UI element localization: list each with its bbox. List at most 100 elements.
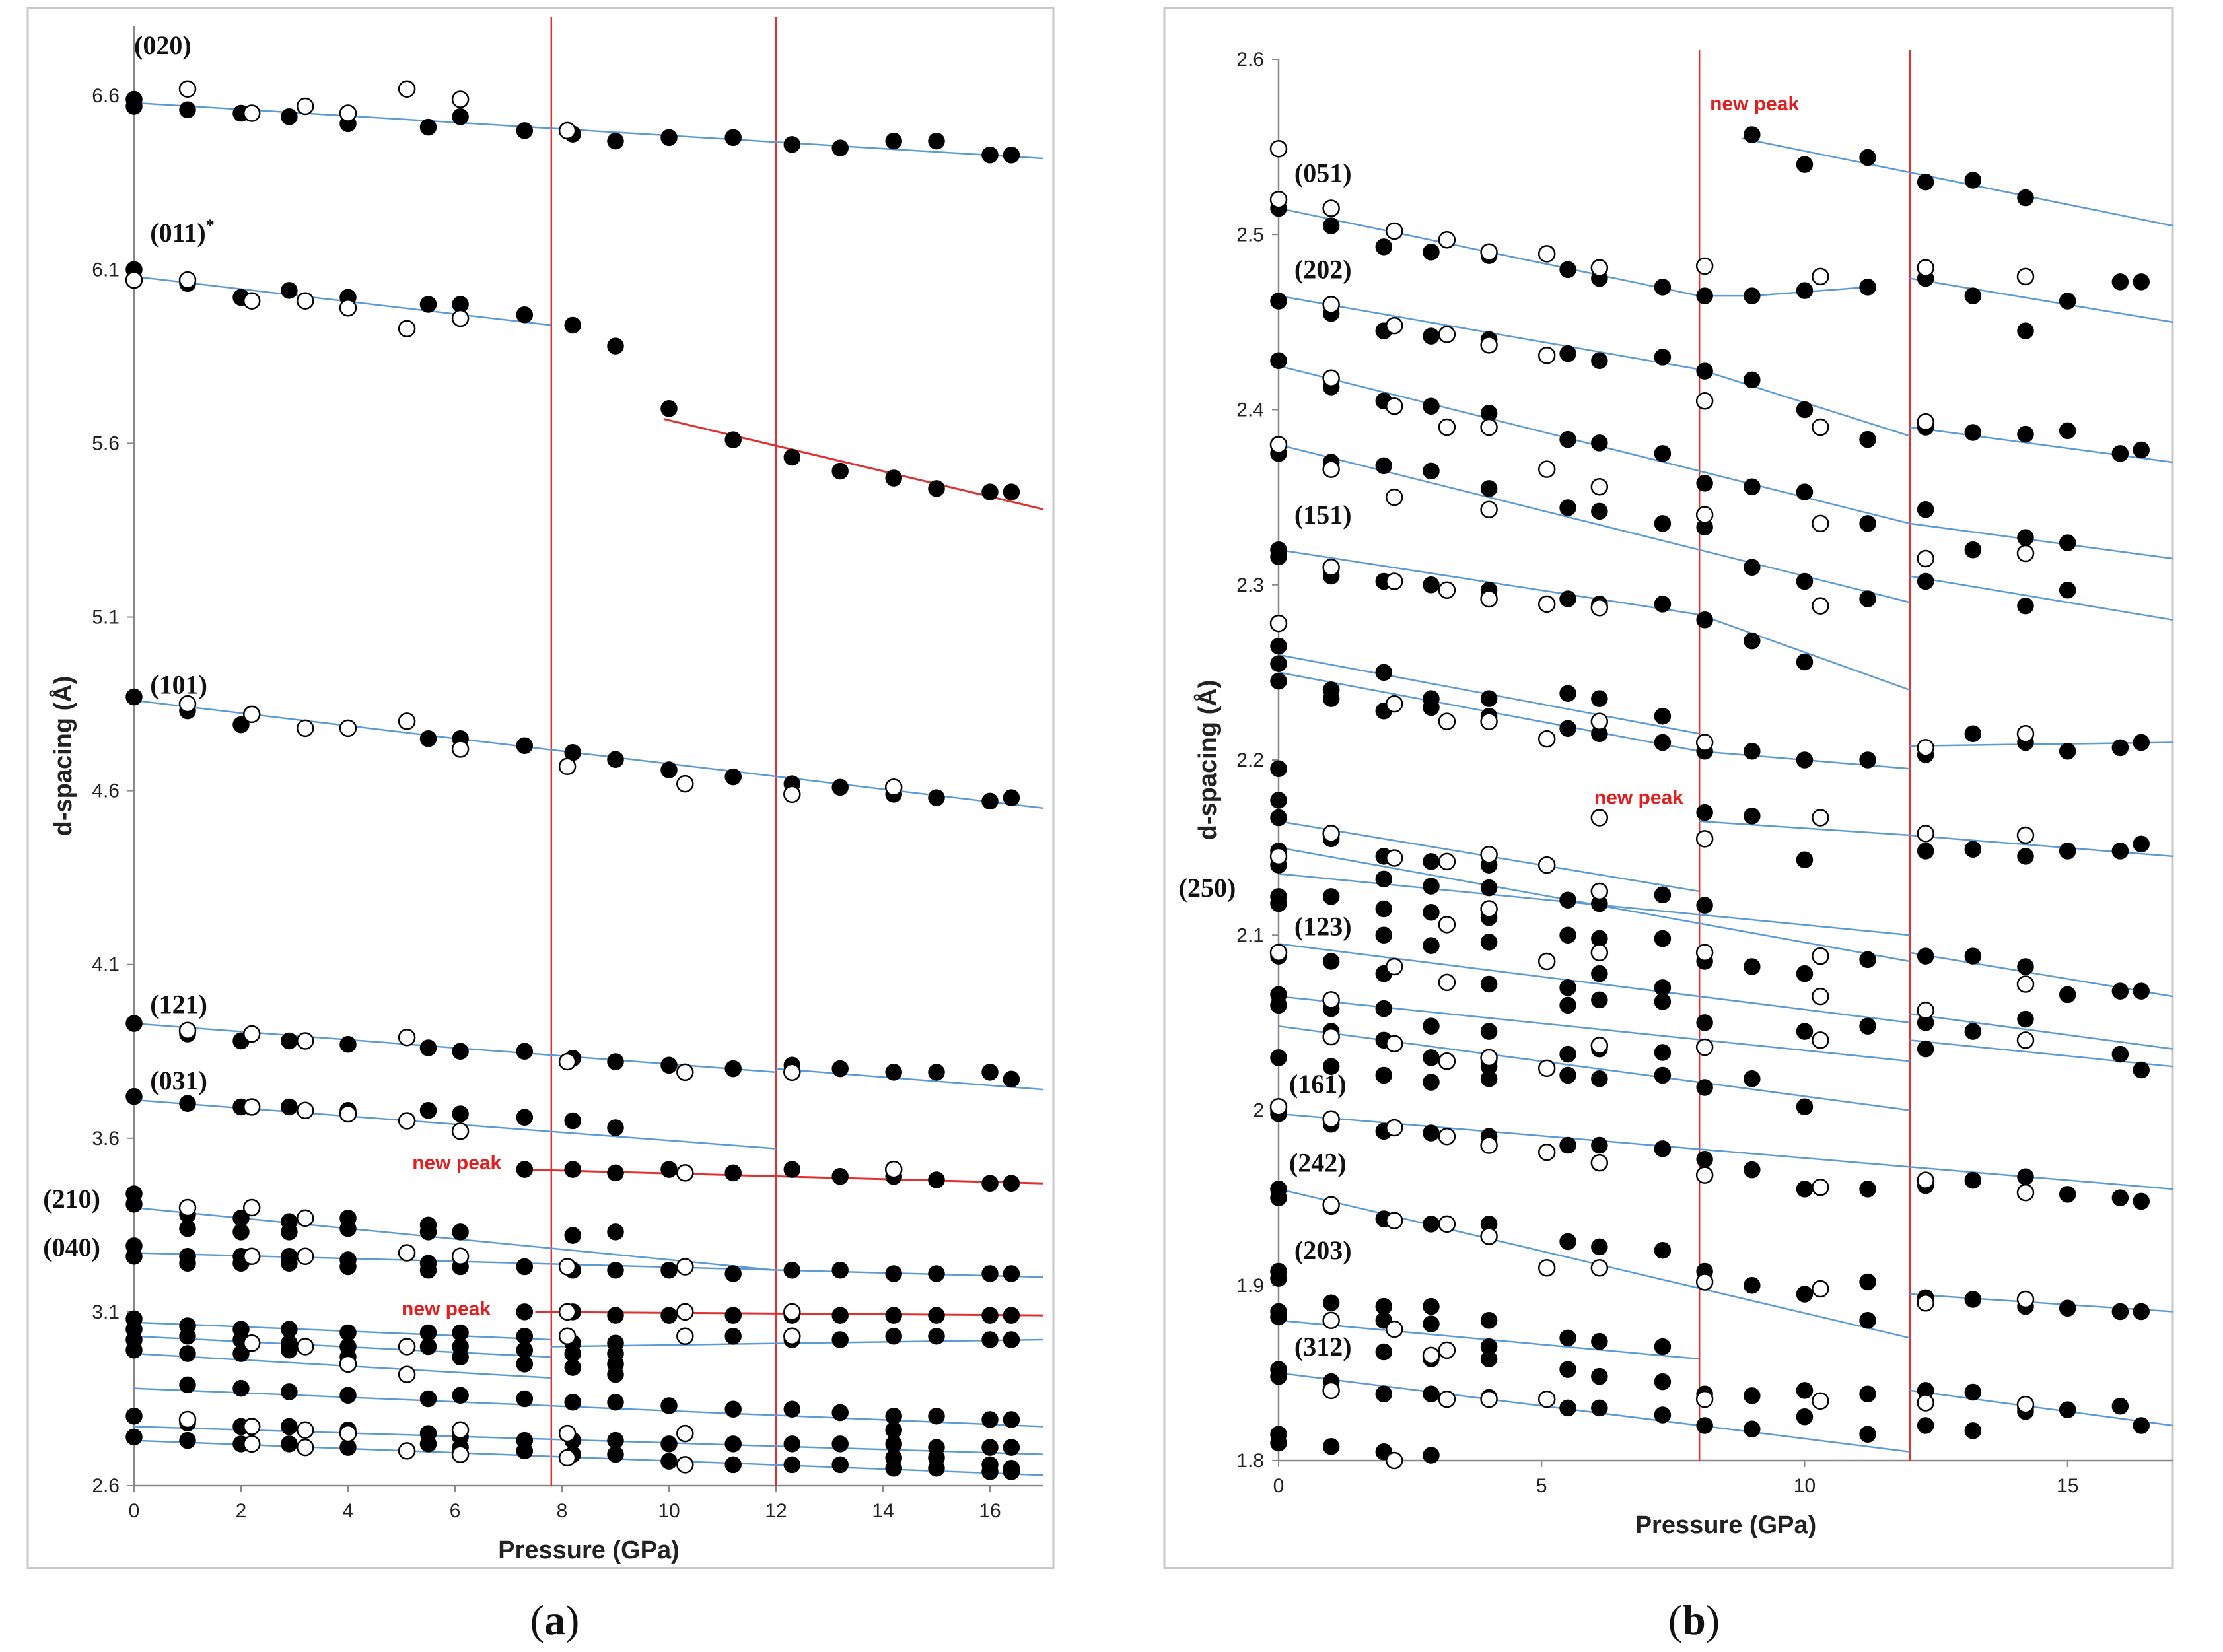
data-point-filled (1423, 699, 1440, 716)
data-point-filled (2017, 1168, 2034, 1186)
data-point-filled (452, 108, 469, 125)
data-point-filled (783, 1400, 801, 1418)
data-point-filled (1322, 1294, 1340, 1312)
data-point-open (1812, 418, 1829, 436)
data-point-filled (179, 1220, 196, 1237)
data-point-filled (516, 1258, 534, 1276)
data-point-filled (339, 1387, 357, 1404)
data-point-filled (452, 1105, 469, 1122)
data-point-open (1480, 845, 1498, 864)
fit-line (1699, 820, 1910, 837)
data-point-filled (1003, 483, 1020, 500)
data-point-filled (179, 1255, 196, 1272)
data-point-filled (1375, 457, 1393, 475)
data-point-open (1590, 1153, 1609, 1172)
fit-line-new-phase (519, 1168, 1044, 1185)
data-point-open (1385, 1451, 1403, 1470)
data-point-filled (1696, 1417, 1713, 1434)
data-point-open (1590, 882, 1609, 901)
data-point-filled (783, 448, 801, 466)
data-point-filled (1859, 751, 1876, 769)
data-point-filled (1744, 1277, 1761, 1294)
data-point-filled (125, 1087, 143, 1105)
data-point-open (1537, 595, 1556, 613)
data-point-filled (607, 751, 624, 769)
data-point-open (1269, 944, 1288, 962)
reflection-label: (101) (150, 670, 207, 699)
data-point-filled (125, 688, 143, 706)
data-point-filled (607, 1307, 624, 1324)
data-point-filled (607, 1365, 624, 1383)
data-point-open (296, 719, 314, 738)
data-point-filled (1559, 345, 1576, 362)
data-point-open (1812, 1178, 1829, 1196)
data-point-filled (1859, 1385, 1876, 1402)
data-point-open (1917, 739, 1934, 757)
series-filled (125, 90, 1020, 1480)
data-point-filled (1003, 1331, 1020, 1348)
data-point-filled (885, 1307, 902, 1324)
data-point-filled (928, 789, 945, 806)
data-point-filled (783, 1435, 801, 1453)
data-point-filled (1796, 1408, 1814, 1426)
data-point-filled (1859, 951, 1876, 969)
fit-line (775, 1068, 1044, 1091)
data-point-filled (1423, 1447, 1440, 1464)
data-point-open (1385, 1035, 1403, 1052)
data-point-filled (981, 146, 999, 164)
data-point-filled (1559, 1066, 1576, 1084)
data-point-filled (419, 1435, 437, 1453)
data-point-filled (1559, 1233, 1576, 1251)
data-point-open (242, 1098, 261, 1116)
data-point-filled (885, 469, 902, 487)
data-point-open (296, 1209, 314, 1227)
fit-line (1909, 1039, 2173, 1068)
data-point-open (1438, 1128, 1456, 1146)
reflection-label: (020) (134, 30, 192, 60)
data-point-filled (1322, 1438, 1340, 1455)
data-point-open (558, 1303, 577, 1321)
data-point-open (2016, 724, 2035, 743)
new-peak-annotation: new peak (1710, 93, 1799, 115)
chart-panel-a: 2.6 3.1 3.6 4.1 4.6 5.1 5.6 6.1 6.6 0 2 4 6 8 10 12 14 16… (26, 7, 1055, 1643)
x-tick-label: 4 (343, 1500, 354, 1522)
data-point-filled (2133, 1061, 2150, 1079)
data-point-filled (783, 1161, 801, 1178)
data-point-filled (724, 1435, 742, 1453)
data-point-filled (1270, 1367, 1287, 1385)
data-point-filled (928, 1449, 945, 1466)
data-point-filled (1559, 891, 1576, 909)
data-point-filled (516, 737, 534, 754)
fit-line (1909, 741, 2173, 747)
data-point-filled (419, 118, 437, 136)
data-point-filled (1559, 1136, 1576, 1154)
data-point-open (1812, 809, 1829, 827)
data-point-filled (660, 129, 678, 147)
data-point-filled (1859, 1017, 1876, 1035)
data-point-filled (2133, 835, 2150, 853)
data-point-filled (660, 1161, 678, 1178)
data-point-open (2016, 1031, 2035, 1049)
data-point-filled (1591, 1070, 1608, 1087)
data-point-filled (1744, 1387, 1761, 1404)
data-point-open (1385, 1320, 1403, 1338)
data-point-filled (564, 1112, 581, 1130)
data-point-open (339, 104, 357, 122)
data-point-filled (928, 1265, 945, 1282)
data-point-open (1480, 590, 1498, 608)
data-point-open (1322, 1381, 1340, 1400)
data-point-filled (281, 1418, 298, 1435)
data-point-filled (831, 1262, 849, 1279)
data-point-filled (981, 1331, 999, 1348)
data-point-filled (885, 1064, 902, 1081)
data-point-filled (1480, 690, 1498, 707)
data-point-open (676, 774, 694, 793)
data-point-filled (1859, 1181, 1876, 1198)
data-point-open (1269, 190, 1288, 209)
data-point-open (1537, 460, 1556, 478)
data-point-filled (981, 1307, 999, 1324)
data-point-open (884, 1160, 903, 1179)
data-point-filled (783, 1262, 801, 1279)
data-point-filled (1964, 424, 1982, 441)
data-point-open (398, 1244, 416, 1262)
